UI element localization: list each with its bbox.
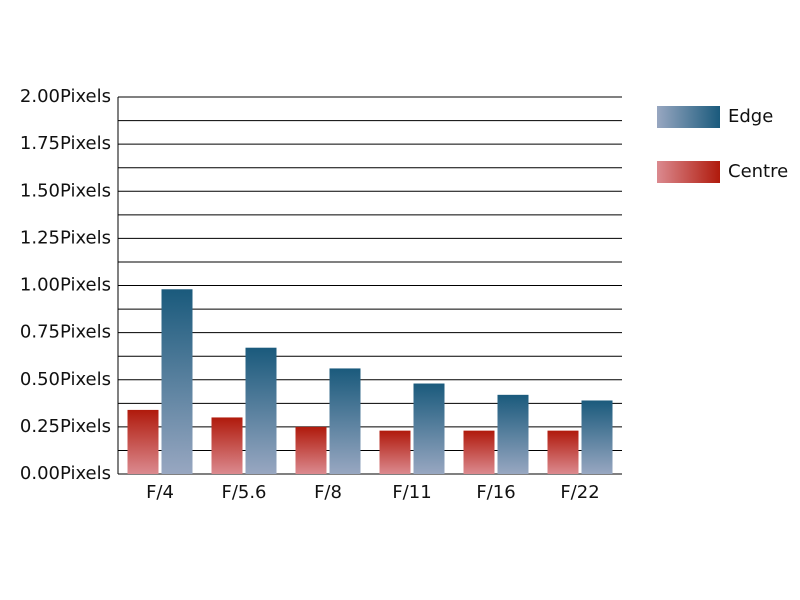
bar xyxy=(127,409,159,474)
bar xyxy=(211,417,243,474)
x-tick-label: F/4 xyxy=(146,482,174,503)
legend-swatch xyxy=(657,106,720,128)
y-tick-label: 2.00Pixels xyxy=(20,86,111,107)
x-tick-label: F/11 xyxy=(392,482,431,503)
bar xyxy=(497,394,529,474)
bar xyxy=(463,430,495,474)
x-tick-label: F/5.6 xyxy=(221,482,266,503)
y-tick-label: 0.00Pixels xyxy=(20,463,111,484)
bar xyxy=(329,368,361,474)
legend-label: Edge xyxy=(728,106,773,127)
y-tick-label: 1.00Pixels xyxy=(20,275,111,296)
y-tick-label: 1.75Pixels xyxy=(20,133,111,154)
bar xyxy=(379,430,411,474)
bar xyxy=(413,383,445,474)
x-tick-label: F/22 xyxy=(560,482,599,503)
legend-swatch xyxy=(657,161,720,183)
legend-label: Centre xyxy=(728,161,788,182)
x-tick-label: F/8 xyxy=(314,482,342,503)
y-tick-label: 0.25Pixels xyxy=(20,416,111,437)
bar xyxy=(547,430,579,474)
x-tick-label: F/16 xyxy=(476,482,515,503)
bar xyxy=(581,400,613,474)
y-tick-label: 1.50Pixels xyxy=(20,180,111,201)
bar xyxy=(245,347,277,474)
y-tick-label: 0.50Pixels xyxy=(20,369,111,390)
y-tick-label: 0.75Pixels xyxy=(20,322,111,343)
y-tick-label: 1.25Pixels xyxy=(20,227,111,248)
bar xyxy=(295,426,327,474)
bar xyxy=(161,289,193,474)
